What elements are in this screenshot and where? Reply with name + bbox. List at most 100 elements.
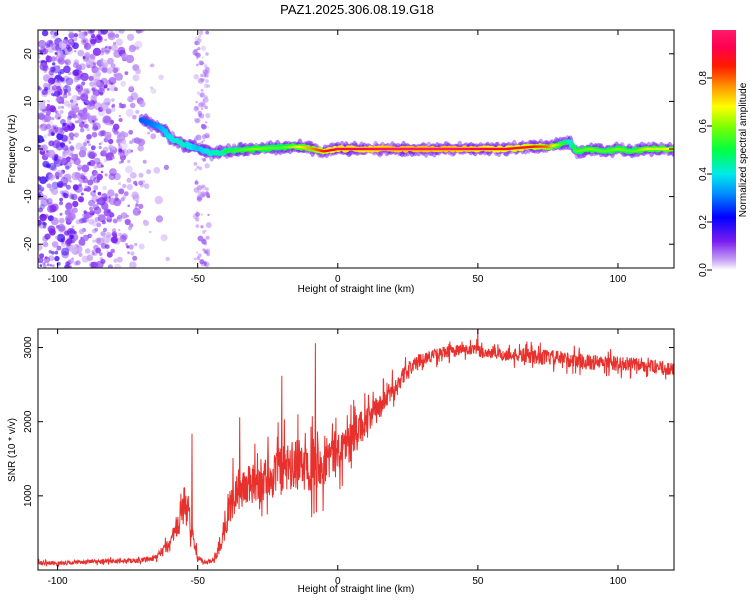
noise-blob	[125, 242, 129, 246]
noise-blob	[201, 184, 205, 189]
noise-blob	[41, 30, 49, 37]
noise-blob	[51, 258, 55, 261]
noise-blob	[77, 118, 84, 124]
noise-blob	[56, 49, 61, 54]
noise-blob	[193, 74, 199, 80]
noise-blob	[58, 225, 67, 234]
noise-blob	[86, 254, 94, 262]
noise-blob	[67, 92, 72, 96]
noise-blob	[58, 217, 65, 224]
noise-blob	[100, 231, 106, 237]
noise-blob	[54, 255, 60, 262]
noise-blob	[39, 253, 45, 259]
colorbar-label: Normalized spectral amplitude	[738, 82, 749, 217]
noise-blob	[63, 100, 70, 107]
noise-blob	[202, 97, 209, 103]
noise-blob	[121, 233, 128, 240]
noise-blob	[150, 133, 157, 140]
noise-blob	[89, 233, 93, 238]
noise-blob	[126, 214, 130, 218]
noise-blob	[80, 146, 87, 153]
noise-blob	[204, 229, 207, 232]
noise-blob	[104, 131, 112, 140]
noise-blob	[78, 122, 84, 128]
noise-blob	[110, 248, 115, 254]
noise-blob	[118, 30, 125, 34]
noise-blob	[66, 118, 71, 123]
noise-blob	[76, 112, 83, 120]
noise-blob	[113, 129, 119, 135]
noise-blob	[202, 158, 206, 162]
noise-blob	[90, 94, 97, 102]
noise-blob	[102, 115, 111, 124]
noise-blob	[83, 120, 87, 123]
noise-blob	[200, 213, 203, 216]
noise-blob	[63, 178, 68, 184]
noise-blob	[202, 99, 205, 102]
y-tick-label: 10	[23, 95, 34, 107]
snr-y-label: SNR (10 * v/v)	[7, 418, 18, 482]
noise-blob	[119, 102, 122, 106]
noise-blob	[86, 134, 92, 140]
noise-blob	[205, 248, 211, 254]
noise-blob	[205, 222, 212, 229]
noise-blob	[106, 66, 114, 74]
noise-blob	[59, 88, 63, 92]
noise-blob	[78, 238, 86, 246]
noise-blob	[104, 154, 109, 158]
noise-blob	[112, 41, 117, 46]
noise-blob	[195, 179, 198, 182]
noise-blob	[83, 211, 91, 219]
noise-blob	[204, 73, 209, 78]
noise-blob	[48, 162, 57, 171]
noise-blob	[111, 156, 115, 160]
noise-blob	[77, 49, 85, 57]
noise-blob	[52, 126, 57, 130]
noise-blob	[114, 263, 122, 268]
y-tick-label: 0	[23, 146, 34, 152]
noise-blob	[65, 261, 70, 266]
noise-blob	[205, 113, 211, 119]
noise-blob	[82, 213, 85, 217]
noise-blob	[194, 36, 200, 42]
spectrogram-ridge	[138, 113, 674, 162]
noise-blob	[91, 220, 99, 227]
noise-blob	[154, 195, 163, 205]
noise-blob	[65, 214, 74, 223]
noise-blob	[92, 122, 97, 127]
spectrogram-noise-blobs	[38, 30, 212, 268]
noise-blob	[102, 227, 108, 232]
noise-blob	[200, 88, 204, 92]
noise-blob	[91, 87, 96, 92]
noise-blob	[89, 175, 97, 182]
noise-blob	[83, 172, 87, 175]
noise-blob	[195, 217, 200, 222]
noise-blob	[62, 123, 66, 127]
noise-blob	[63, 75, 70, 82]
noise-blob	[107, 189, 115, 197]
noise-blob	[84, 175, 87, 179]
noise-blob	[46, 154, 50, 158]
noise-blob	[205, 30, 210, 35]
noise-blob	[57, 105, 62, 110]
noise-blob	[205, 193, 208, 196]
noise-blob	[88, 143, 91, 147]
noise-blob	[91, 249, 95, 253]
noise-blob	[200, 192, 206, 198]
noise-blob	[128, 86, 135, 93]
noise-blob	[38, 113, 45, 120]
noise-blob	[42, 262, 46, 266]
noise-blob	[111, 98, 115, 102]
noise-blob	[105, 46, 108, 49]
noise-blob	[78, 30, 82, 33]
noise-blob	[38, 135, 44, 144]
noise-blob	[112, 123, 120, 131]
noise-blob	[56, 233, 66, 243]
noise-blob	[198, 103, 202, 106]
noise-blob	[47, 149, 56, 158]
noise-blob	[98, 145, 102, 150]
noise-blob	[41, 116, 49, 123]
noise-blob	[203, 250, 207, 253]
noise-blob	[200, 123, 206, 129]
